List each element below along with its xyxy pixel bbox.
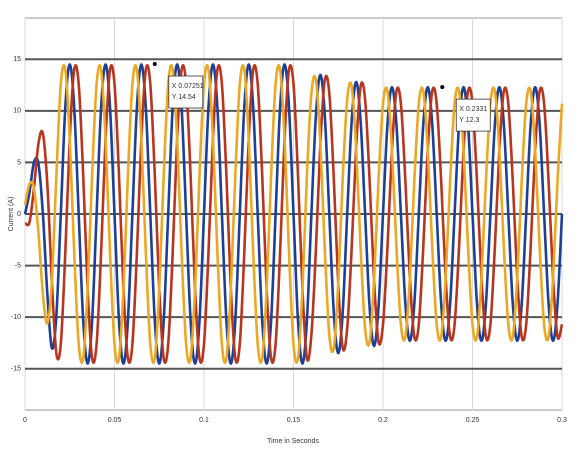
y-tick-label: 0: [17, 211, 21, 218]
datatip-text: Y 14.54: [172, 94, 196, 101]
x-tick-label: 0.05: [108, 417, 122, 424]
x-axis-label: Time in Seconds: [267, 438, 319, 445]
y-tick-label: 15: [13, 56, 21, 63]
x-tick-label: 0.25: [466, 417, 480, 424]
datatip-text: X 0.07251: [172, 83, 204, 90]
x-tick-label: 0.15: [287, 417, 301, 424]
datatip-text: X 0.2331: [459, 106, 487, 113]
x-tick-label: 0.2: [378, 417, 388, 424]
series-line: [23, 64, 564, 364]
y-tick-label: 10: [13, 108, 21, 115]
datatip-box: [455, 98, 491, 132]
x-tick-label: 0: [23, 417, 27, 424]
y-tick-label: -10: [11, 314, 21, 321]
series-line: [23, 63, 564, 365]
datatip-text: Y 12.3: [459, 117, 479, 124]
series-line: [24, 64, 564, 364]
datatip-marker: [440, 85, 445, 90]
y-tick-label: -15: [11, 366, 21, 373]
y-axis-label: Current (A): [8, 197, 15, 232]
y-tick-label: -5: [15, 262, 21, 269]
x-tick-label: 0.3: [557, 417, 567, 424]
x-tick-label: 0.1: [199, 417, 209, 424]
y-tick-label: 5: [17, 159, 21, 166]
datatip-marker: [152, 62, 157, 67]
datatip-box: [168, 75, 204, 109]
